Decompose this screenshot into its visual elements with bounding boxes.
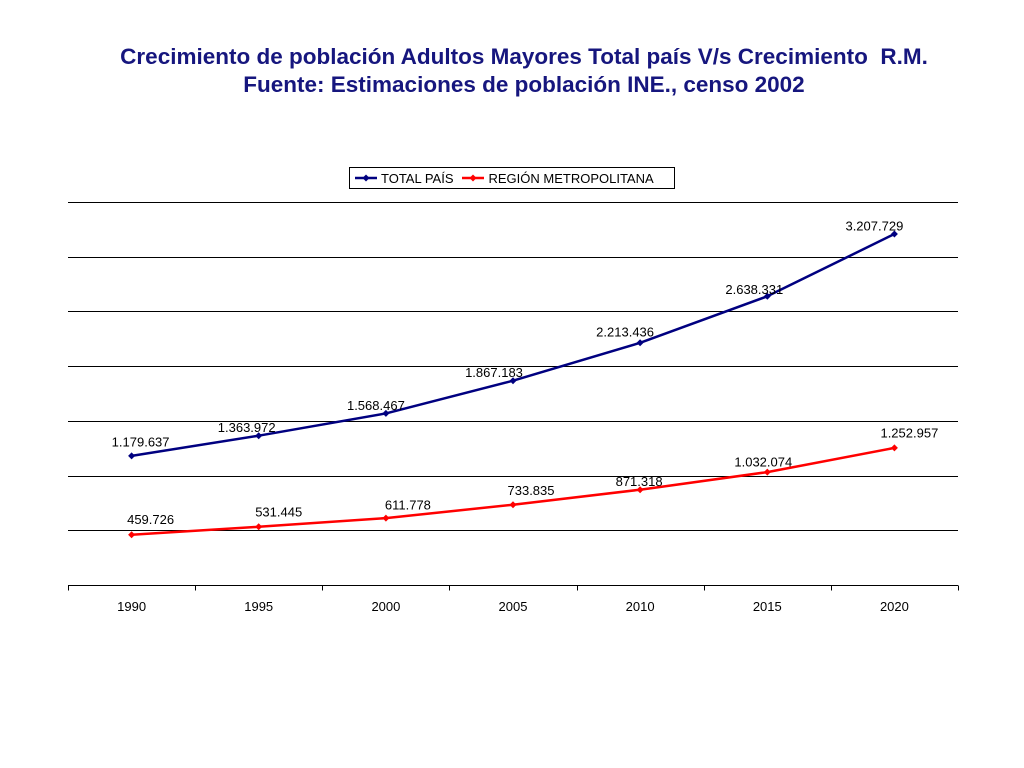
data-point-marker [255,523,263,531]
chart-legend: TOTAL PAÍS REGIÓN METROPOLITANA [349,167,675,189]
data-label: 459.726 [127,512,174,527]
data-label: 2.213.436 [596,324,654,339]
data-label: 871.318 [616,474,663,489]
data-point-marker [636,339,644,347]
data-label: 1.568.467 [347,398,405,413]
x-tick-label: 1990 [117,599,146,614]
data-point-marker [382,409,390,417]
x-tick-label: 2005 [499,599,528,614]
data-label: 1.032.074 [734,455,792,470]
legend-key-total-pais [355,174,377,182]
data-point-marker [128,531,136,539]
data-point-marker [255,432,263,440]
x-tick-label: 2000 [371,599,400,614]
data-point-marker [763,292,771,300]
chart-title-block: Crecimiento de población Adultos Mayores… [24,43,1024,99]
legend-item-region-metropolitana: REGIÓN METROPOLITANA [462,170,654,186]
data-point-marker [890,230,898,238]
legend-key-region-metropolitana [462,174,485,182]
series-region-metropolitana: 459.726 531.445 611.778 733.835 871.318 1.032… [127,425,938,539]
data-point-marker [636,486,644,494]
data-label: 1.252.957 [880,425,938,440]
data-point-marker [509,377,517,385]
data-label: 2.638.331 [725,282,783,297]
legend-label-total-pais: TOTAL PAÍS [381,170,454,186]
chart-title: Crecimiento de población Adultos Mayores… [120,44,928,69]
data-label: 733.835 [508,483,555,498]
x-tick-label: 2010 [626,599,655,614]
y-gridlines [68,202,958,531]
data-point-marker [509,501,517,509]
x-tick-label: 1995 [244,599,273,614]
x-axis: 1990 1995 2000 2005 2010 2015 2020 [68,585,959,614]
data-label: 3.207.729 [845,219,903,234]
legend-item-total-pais: TOTAL PAÍS [355,171,453,186]
data-point-marker [382,514,390,522]
chart-subtitle: Fuente: Estimaciones de población INE., … [243,72,805,97]
x-tick-label: 2020 [880,599,909,614]
legend-label-region-metropolitana: REGIÓN METROPOLITANA [488,170,654,186]
data-point-marker [128,452,136,460]
data-label: 1.363.972 [218,420,276,435]
data-label: 611.778 [385,498,431,513]
data-point-marker [763,468,771,476]
data-label: 1.179.637 [112,434,170,449]
data-point-marker [890,444,898,452]
series-total-pais: 1.179.637 1.363.972 1.568.467 1.867.183 2.21… [112,219,903,460]
data-label: 1.867.183 [465,365,523,380]
data-label: 531.445 [255,504,302,519]
x-tick-label: 2015 [753,599,782,614]
